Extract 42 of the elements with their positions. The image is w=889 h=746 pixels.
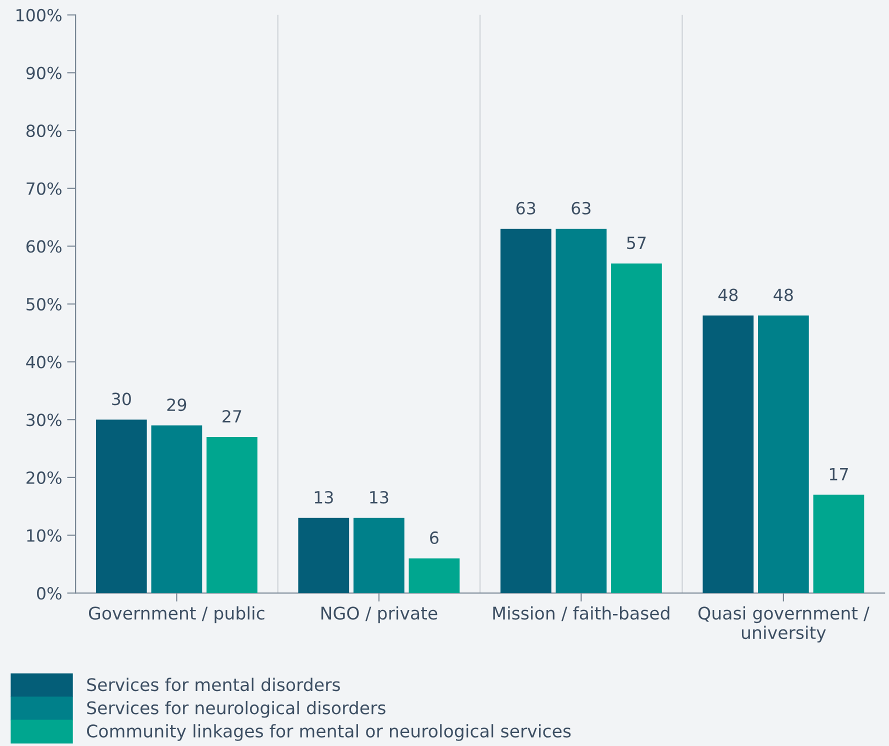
data-label: 6 — [430, 531, 438, 544]
bar — [298, 518, 350, 594]
data-label: 63 — [572, 202, 590, 214]
x-tick-label: Government / public — [88, 606, 264, 624]
data-label: 17 — [830, 468, 848, 480]
y-tick-label: 40% — [26, 356, 62, 368]
x-tick-label: NGO / private — [321, 606, 438, 624]
y-tick-label: 90% — [26, 66, 62, 80]
x-tick-label: Quasi government / university — [698, 606, 870, 643]
y-tick-label: 30% — [26, 414, 62, 426]
data-label: 57 — [627, 236, 646, 250]
x-tick-label: Mission / faith-based — [493, 606, 670, 622]
data-label: 48 — [718, 288, 738, 302]
y-tick-label: 70% — [26, 182, 62, 195]
bar — [96, 420, 147, 594]
data-label: 13 — [314, 490, 333, 504]
y-tick-label: 100% — [16, 8, 62, 22]
y-tick-label: 20% — [26, 471, 62, 484]
y-tick-label: 60% — [26, 240, 62, 253]
bar — [408, 558, 460, 594]
bar — [758, 316, 809, 594]
data-label: 48 — [774, 288, 793, 302]
legend-label: Services for mental disorders — [87, 678, 340, 692]
data-label: 63 — [516, 202, 536, 214]
data-label: 29 — [167, 398, 186, 412]
legend-label: Services for neurological disorders — [87, 700, 386, 718]
bar — [813, 494, 864, 594]
y-tick-label: 0% — [37, 587, 62, 600]
y-tick-label: 10% — [27, 529, 62, 542]
y-tick-label: 50% — [26, 298, 62, 311]
bar — [206, 436, 258, 594]
data-label: 30 — [112, 392, 131, 406]
bar — [354, 518, 404, 594]
bar — [556, 228, 607, 594]
bar — [500, 228, 552, 594]
data-label: 27 — [222, 410, 242, 422]
y-tick-label: 80% — [26, 124, 62, 138]
bar — [611, 264, 662, 594]
legend-label: Community linkages for mental or neurological services — [87, 724, 571, 741]
bar — [151, 425, 202, 594]
data-label: 13 — [370, 490, 388, 504]
bar — [702, 316, 754, 594]
